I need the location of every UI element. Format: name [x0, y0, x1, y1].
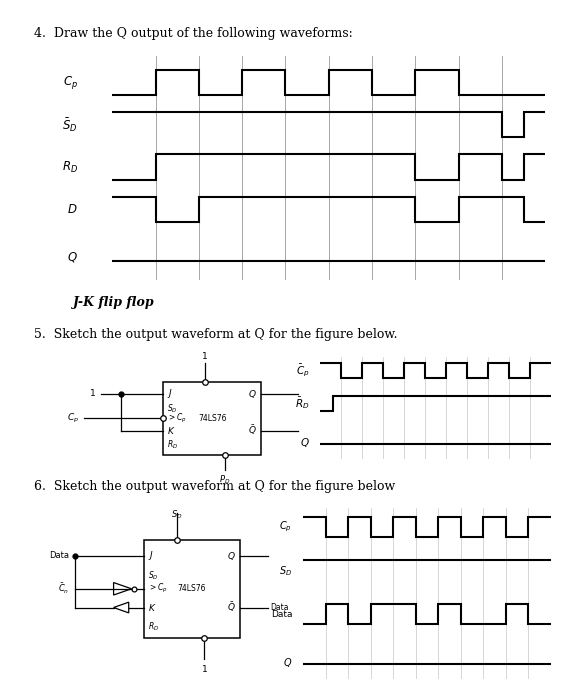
Text: $\bar{Q}$: $\bar{Q}$ — [248, 424, 257, 438]
Text: $K$: $K$ — [167, 425, 176, 436]
Text: 1: 1 — [202, 665, 207, 673]
Text: 1: 1 — [202, 351, 208, 360]
Text: $C_p$: $C_p$ — [279, 519, 292, 534]
Text: 74LS76: 74LS76 — [198, 414, 226, 423]
Bar — [163, 382, 261, 455]
Text: $R_D$: $R_D$ — [148, 621, 159, 634]
Text: $>C_p$: $>C_p$ — [148, 582, 168, 595]
Text: 4.  Draw the Q output of the following waveforms:: 4. Draw the Q output of the following wa… — [34, 27, 352, 40]
Text: 5.  Sketch the output waveform at Q for the figure below.: 5. Sketch the output waveform at Q for t… — [34, 328, 397, 341]
Text: $K$: $K$ — [148, 602, 156, 613]
Text: $C_p$: $C_p$ — [63, 74, 78, 91]
Text: Data: Data — [270, 603, 289, 612]
Text: $\bar{S}_D$: $\bar{S}_D$ — [62, 116, 78, 134]
Text: $\bar{Q}$: $\bar{Q}$ — [228, 601, 236, 615]
Text: $S_D$: $S_D$ — [171, 508, 183, 521]
Text: $\bar{R}_D$: $\bar{R}_D$ — [295, 395, 310, 411]
Text: $J$: $J$ — [148, 550, 154, 562]
Text: $\bar{C}_p$: $\bar{C}_p$ — [296, 362, 310, 379]
Text: $Q$: $Q$ — [248, 388, 257, 400]
Text: $P_D$: $P_D$ — [219, 473, 230, 486]
Text: $R_D$: $R_D$ — [167, 439, 178, 452]
Text: $S_D$: $S_D$ — [279, 564, 292, 577]
Text: $D$: $D$ — [67, 203, 78, 216]
Text: Data: Data — [49, 552, 70, 560]
Text: $\bar{C}_n$: $\bar{C}_n$ — [58, 582, 70, 596]
Text: 6.  Sketch the output waveform at Q for the figure below: 6. Sketch the output waveform at Q for t… — [34, 480, 395, 493]
Text: $J$: $J$ — [167, 387, 173, 400]
Text: $S_D$: $S_D$ — [167, 402, 178, 414]
Text: 1: 1 — [90, 389, 96, 398]
Text: $Q$: $Q$ — [300, 435, 310, 449]
Text: $Q$: $Q$ — [283, 656, 292, 669]
Text: $R_D$: $R_D$ — [62, 160, 78, 175]
Text: J-K flip flop: J-K flip flop — [73, 296, 155, 309]
Text: Data: Data — [271, 610, 292, 619]
Text: $Q$: $Q$ — [228, 550, 236, 562]
Bar — [144, 540, 241, 638]
Text: $S_D$: $S_D$ — [148, 569, 158, 582]
Text: $Q$: $Q$ — [67, 250, 78, 264]
Text: $C_p$: $C_p$ — [67, 412, 79, 425]
Text: 74LS76: 74LS76 — [178, 584, 206, 594]
Text: $>C_p$: $>C_p$ — [167, 412, 187, 425]
